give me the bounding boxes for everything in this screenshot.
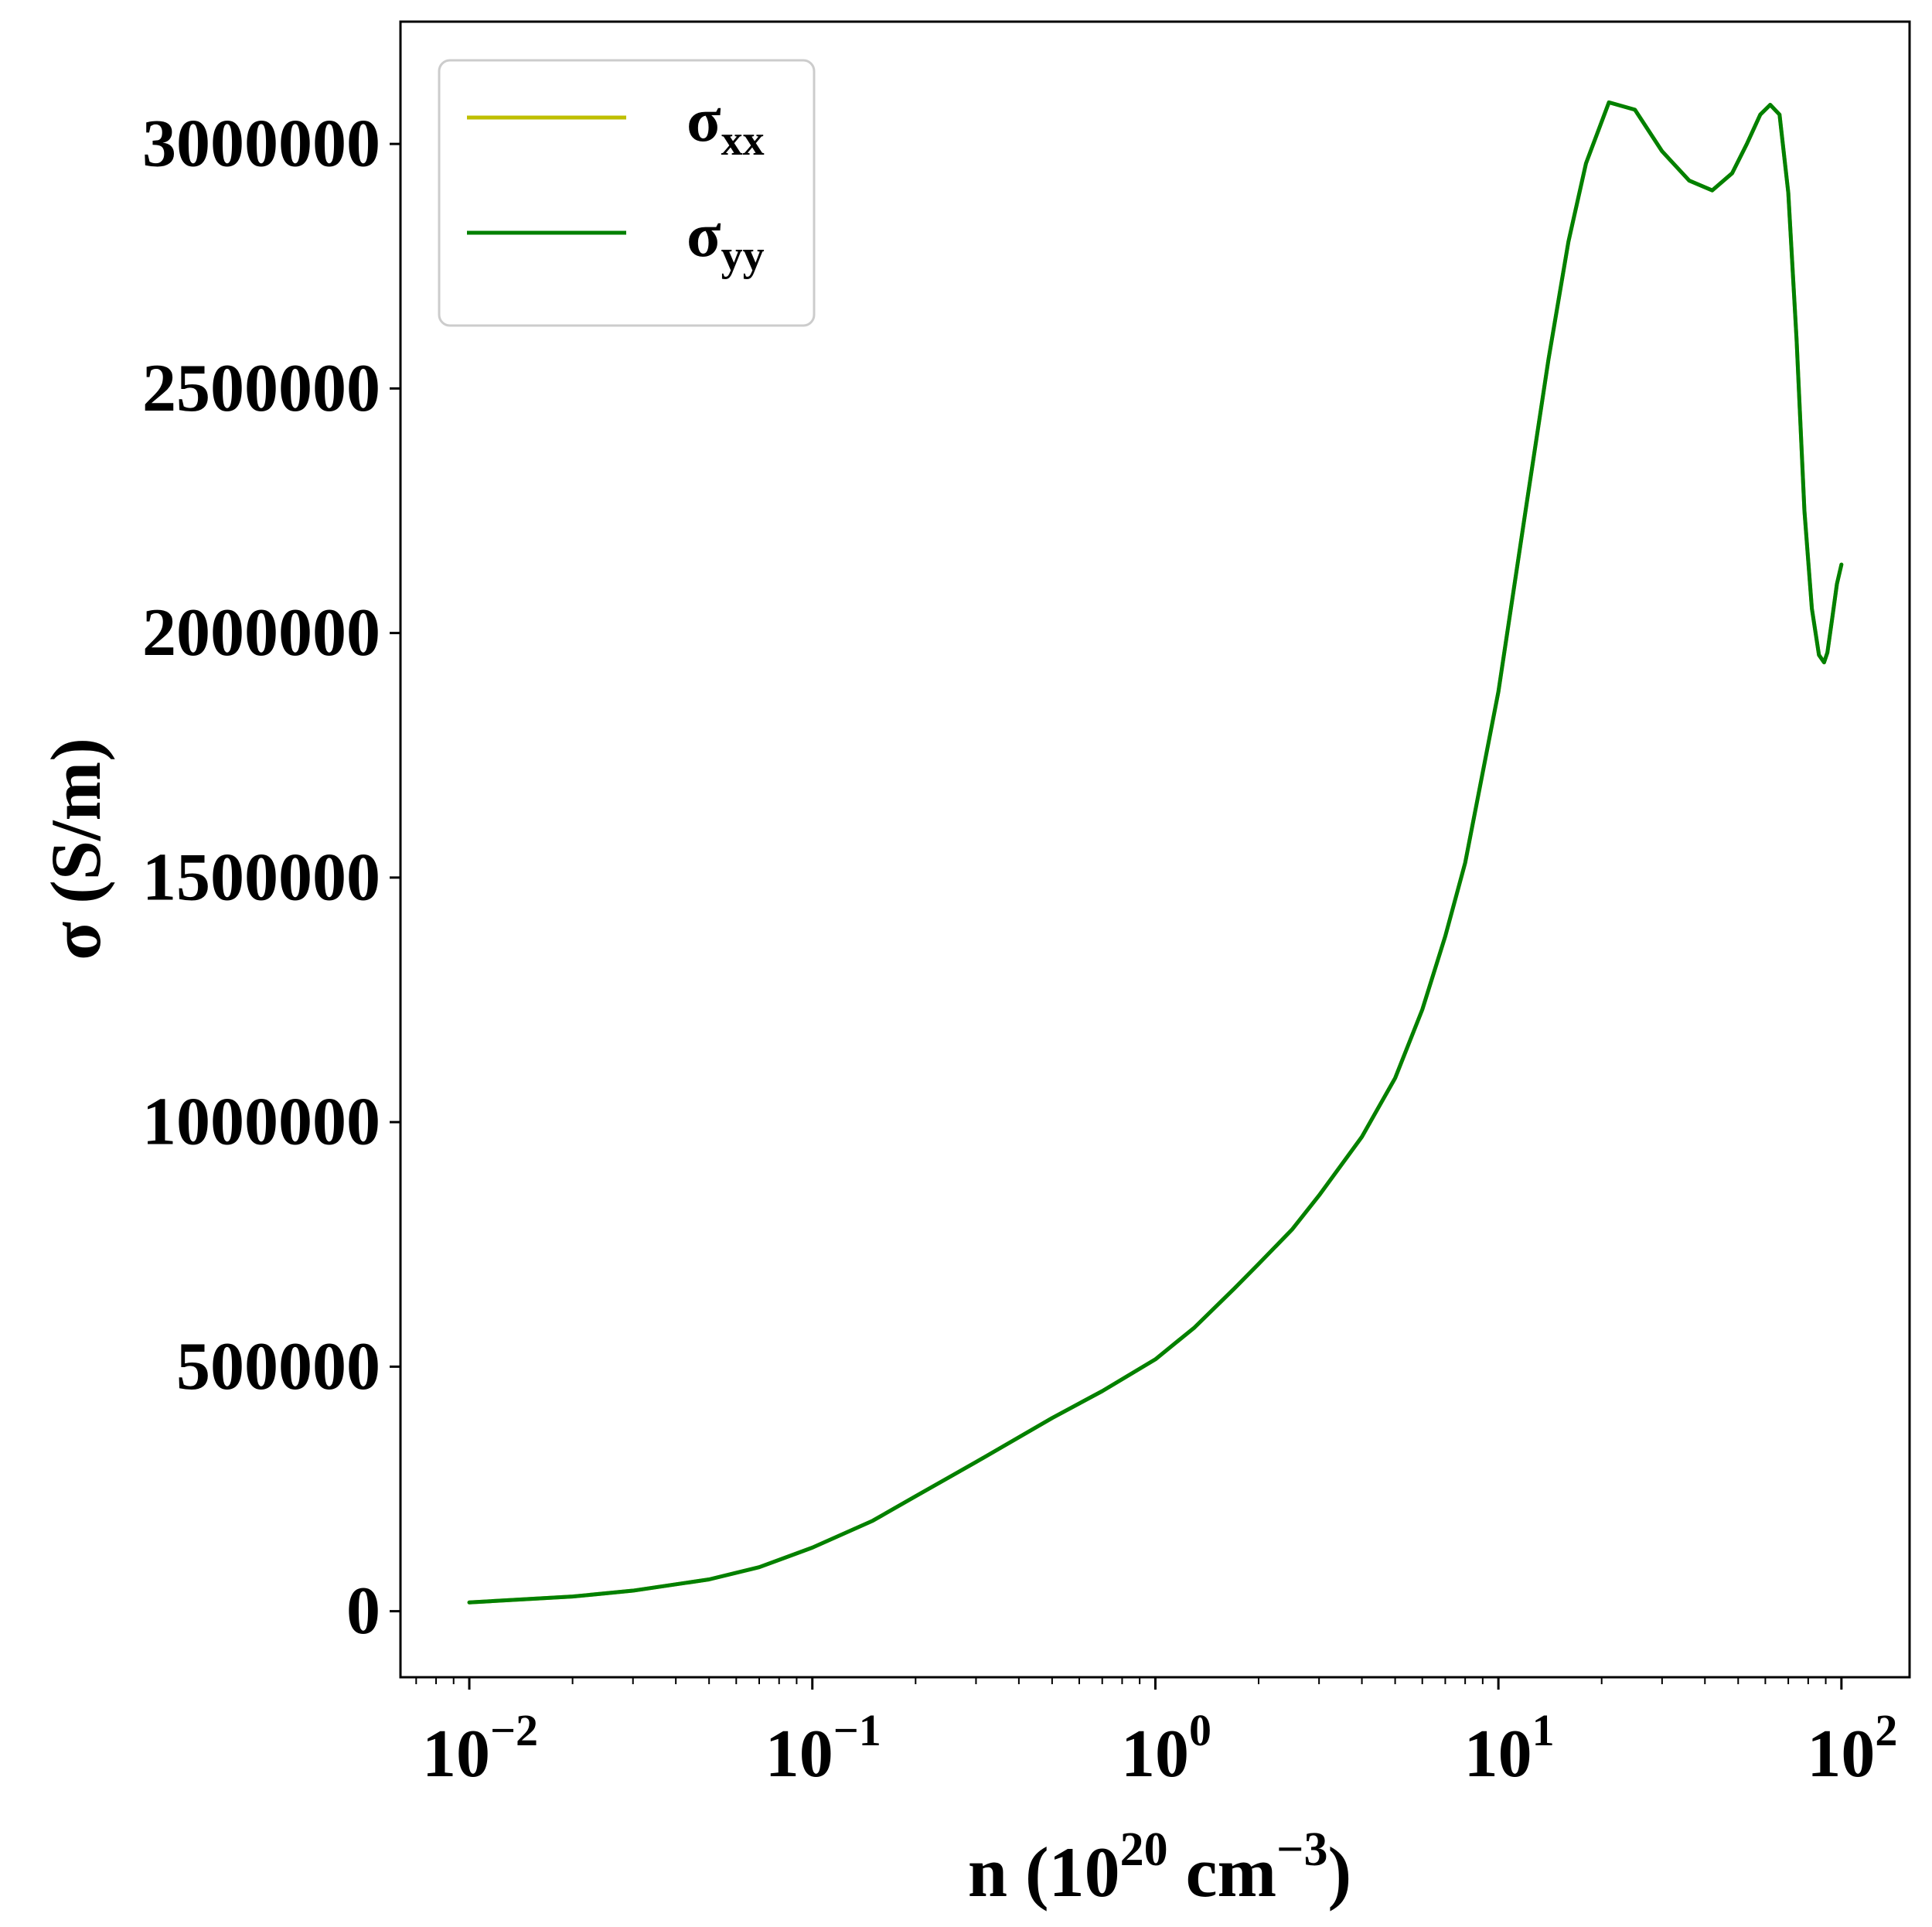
- x-axis-label-base: n (10: [968, 1833, 1120, 1912]
- series-layer: [467, 100, 1844, 1605]
- y-tick-label: 2500000: [142, 351, 380, 426]
- legend-box: [438, 59, 816, 327]
- x-axis-label-sup1: 20: [1120, 1823, 1168, 1876]
- x-tick-label-exponent: 0: [1189, 1705, 1211, 1755]
- y-tick-label: 1000000: [142, 1085, 380, 1160]
- x-tick-label-base: 10: [1121, 1717, 1189, 1792]
- x-tick-label-base: 10: [1464, 1717, 1532, 1792]
- y-tick-label: 2000000: [142, 595, 380, 670]
- legend-label-sigma-yy: σyy: [687, 200, 765, 280]
- y-tick-label: 3000000: [142, 107, 380, 182]
- x-tick-label: 101: [1464, 1705, 1555, 1792]
- x-axis-label-mid: cm: [1168, 1833, 1276, 1912]
- x-axis-label-sup2: −3: [1276, 1823, 1327, 1876]
- x-tick-label-exponent: 1: [1532, 1705, 1555, 1755]
- x-tick-label-exponent: −2: [490, 1705, 538, 1755]
- x-ticks: 10−2 10−1 100 101 102: [422, 1677, 1897, 1792]
- x-minor-ticks: [415, 1677, 1827, 1684]
- x-tick-label-base: 10: [1807, 1717, 1875, 1792]
- x-tick-label-base: 10: [765, 1717, 833, 1792]
- y-tick-label: 1500000: [142, 840, 380, 915]
- plot-area: 0 500000 1000000 1500000 2000000 2500000 30000…: [142, 20, 1911, 1792]
- x-axis-label: n (1020 cm−3): [968, 1823, 1351, 1912]
- x-axis-label-end: ): [1328, 1833, 1352, 1912]
- x-tick-label: 10−1: [765, 1705, 881, 1792]
- legend-symbol-sigma-yy: σ: [687, 200, 721, 270]
- y-ticks: 0 500000 1000000 1500000 2000000 2500000 30000…: [142, 107, 400, 1649]
- y-tick-label: 0: [346, 1574, 380, 1649]
- x-tick-label-exponent: −1: [833, 1705, 881, 1755]
- legend: σxx σyy: [438, 59, 816, 327]
- legend-symbol-sigma-xx: σ: [687, 84, 721, 155]
- x-tick-label: 10−2: [422, 1705, 538, 1792]
- series-line-1: [467, 100, 1844, 1605]
- x-tick-label: 100: [1121, 1705, 1211, 1792]
- legend-label-sigma-xx: σxx: [687, 84, 765, 165]
- x-tick-label-exponent: 2: [1875, 1705, 1897, 1755]
- x-tick-label: 102: [1807, 1705, 1897, 1792]
- legend-sub-sigma-yy: yy: [721, 232, 765, 280]
- y-axis-label: σ (S/m): [36, 738, 115, 960]
- y-tick-label: 500000: [176, 1329, 380, 1404]
- x-tick-label-base: 10: [422, 1717, 490, 1792]
- legend-sub-sigma-xx: xx: [721, 117, 765, 165]
